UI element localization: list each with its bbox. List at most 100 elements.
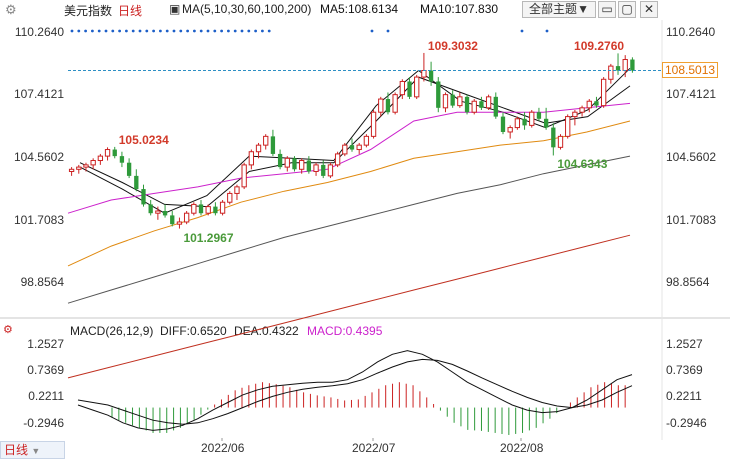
ma10-value: MA10:107.830 — [420, 2, 499, 16]
signal-dot — [233, 29, 237, 33]
candle-body — [428, 70, 434, 82]
macd-y-tick-label-right: 1.2527 — [666, 337, 703, 351]
candle-body — [155, 210, 161, 214]
candle-body — [407, 81, 412, 97]
macd-y-tick-label-left: 1.2527 — [27, 337, 64, 351]
theme-dropdown-label: 全部主题 — [529, 2, 578, 16]
signal-dot — [220, 29, 224, 33]
chevron-down-icon: ▼ — [31, 446, 41, 456]
theme-dropdown-button[interactable]: 全部主题▼ — [522, 1, 596, 18]
y-tick-label-left: 110.2640 — [14, 24, 64, 39]
x-tick-label: 2022/06 — [201, 441, 245, 455]
candle-body — [630, 59, 635, 71]
dea-line — [77, 358, 633, 425]
y-tick-label-right: 104.5602 — [666, 149, 717, 164]
macd-y-tick-label-left: 0.7369 — [27, 363, 64, 378]
candle-body — [557, 135, 564, 148]
candle-body — [485, 96, 492, 109]
candle-body — [213, 206, 218, 214]
candle-body — [436, 81, 441, 108]
candle-body — [464, 96, 470, 113]
candle-body — [514, 118, 521, 129]
gear-icon[interactable]: ⚙ — [5, 2, 17, 17]
y-tick-label-right: 107.4121 — [666, 87, 717, 102]
candle-body — [507, 127, 513, 133]
ma-line-ma30 — [67, 102, 631, 214]
candle-body — [255, 144, 262, 153]
macd-y-tick-label-left: -0.2946 — [23, 415, 64, 430]
ma-line-ma5 — [79, 67, 631, 214]
candle-body — [586, 100, 592, 109]
settings-icon[interactable]: ⚙ — [3, 324, 13, 336]
signal-dot — [152, 29, 156, 33]
candle-body — [600, 78, 607, 107]
signal-dot — [267, 29, 271, 33]
candle-body — [370, 111, 377, 137]
signal-dot — [520, 29, 524, 33]
candle-body — [313, 164, 319, 172]
signal-dot — [165, 29, 169, 33]
signal-dot — [227, 29, 230, 33]
candle-body — [97, 155, 104, 162]
footer-period-label: 日线 — [4, 443, 29, 457]
candle-body — [493, 96, 498, 117]
signal-dot — [97, 29, 101, 33]
macd-label[interactable]: MACD(26,12,9) — [70, 324, 154, 338]
close-icon[interactable]: ✕ — [640, 1, 658, 18]
candle-body — [349, 145, 355, 150]
diff-value: DIFF:0.6520 — [160, 324, 227, 338]
signal-dot — [145, 29, 149, 33]
signal-dot — [261, 29, 264, 33]
candle-body — [442, 94, 449, 109]
candle-body — [414, 76, 420, 98]
candle-body — [399, 80, 405, 96]
candle-body — [104, 149, 111, 157]
signal-dot — [370, 29, 374, 33]
candle-body — [378, 98, 384, 113]
diff-line — [77, 350, 633, 431]
footer-period-tab[interactable]: 日线 ▼ — [0, 441, 65, 459]
candle-body — [141, 189, 146, 205]
signal-dot — [159, 29, 162, 33]
candle-body — [219, 201, 226, 214]
ma-settings-label[interactable]: MA(5,10,30,60,100,200) — [182, 2, 312, 16]
period-label[interactable]: 日线 — [118, 4, 143, 18]
candle-body — [608, 65, 614, 80]
ma-line-ma100 — [67, 155, 631, 304]
ma-line-ma10 — [79, 76, 631, 208]
ma-line-ma200 — [67, 234, 631, 379]
signal-dot — [247, 29, 251, 33]
signal-dot — [386, 29, 390, 33]
candle-body — [227, 192, 233, 203]
macd-y-tick-label-right: 0.2211 — [666, 389, 702, 404]
candle-body — [292, 158, 297, 170]
signal-dot — [213, 29, 217, 33]
candle-body — [551, 127, 556, 148]
signal-dot — [77, 29, 81, 33]
y-tick-label-left: 98.8564 — [20, 275, 64, 290]
candle-body — [529, 111, 535, 126]
y-tick-label-left: 107.4121 — [13, 87, 64, 102]
candle-body — [543, 118, 549, 128]
signal-dot — [138, 29, 142, 33]
last-price-tag: 108.5013 — [662, 62, 719, 79]
extreme-annotation: 105.0234 — [118, 132, 169, 147]
macd-y-tick-label-right: 0.7369 — [666, 363, 703, 378]
minimize-icon[interactable]: ▭ — [598, 1, 616, 18]
restore-icon[interactable]: ▢ — [618, 1, 636, 18]
candle-body — [565, 116, 571, 137]
candle-body — [263, 135, 269, 146]
signal-dot — [193, 29, 196, 33]
candle-body — [622, 59, 628, 71]
candle-body — [321, 164, 326, 176]
instrument-title: 美元指数 — [64, 4, 113, 18]
ma5-value: MA5:108.6134 — [320, 2, 399, 16]
signal-dot — [125, 29, 128, 33]
candle-body — [615, 66, 621, 71]
candle-body — [148, 204, 153, 214]
signal-dot — [131, 29, 135, 33]
candle-body — [248, 151, 254, 166]
candle-body — [126, 162, 132, 176]
candle-body — [299, 160, 305, 170]
